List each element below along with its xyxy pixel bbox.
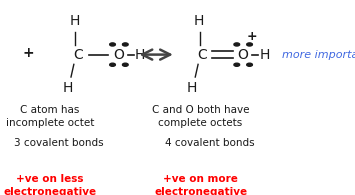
Text: +: + <box>23 46 34 60</box>
Text: +ve on more
electronegative
atom: +ve on more electronegative atom <box>154 174 247 195</box>
Circle shape <box>110 63 115 66</box>
Circle shape <box>234 63 240 66</box>
Circle shape <box>247 63 252 66</box>
Text: more important: more important <box>282 50 355 60</box>
Circle shape <box>247 43 252 46</box>
Text: H: H <box>135 48 146 62</box>
Text: C: C <box>73 48 83 62</box>
Text: O: O <box>114 48 124 62</box>
Text: H: H <box>69 14 80 28</box>
Circle shape <box>122 43 128 46</box>
Text: +ve on less
electronegative
atom: +ve on less electronegative atom <box>3 174 96 195</box>
Text: H: H <box>193 14 204 28</box>
Circle shape <box>122 63 128 66</box>
Circle shape <box>234 43 240 46</box>
Text: 4 covalent bonds: 4 covalent bonds <box>165 138 255 148</box>
Text: 3 covalent bonds: 3 covalent bonds <box>14 138 104 148</box>
Text: H: H <box>186 81 197 95</box>
Text: O: O <box>238 48 248 62</box>
Text: H: H <box>259 48 270 62</box>
Text: H: H <box>62 81 73 95</box>
Text: C and O both have
complete octets: C and O both have complete octets <box>152 105 249 129</box>
Text: C: C <box>197 48 207 62</box>
Text: +: + <box>247 30 257 43</box>
Circle shape <box>110 43 115 46</box>
Text: C atom has
incomplete octet: C atom has incomplete octet <box>6 105 94 129</box>
